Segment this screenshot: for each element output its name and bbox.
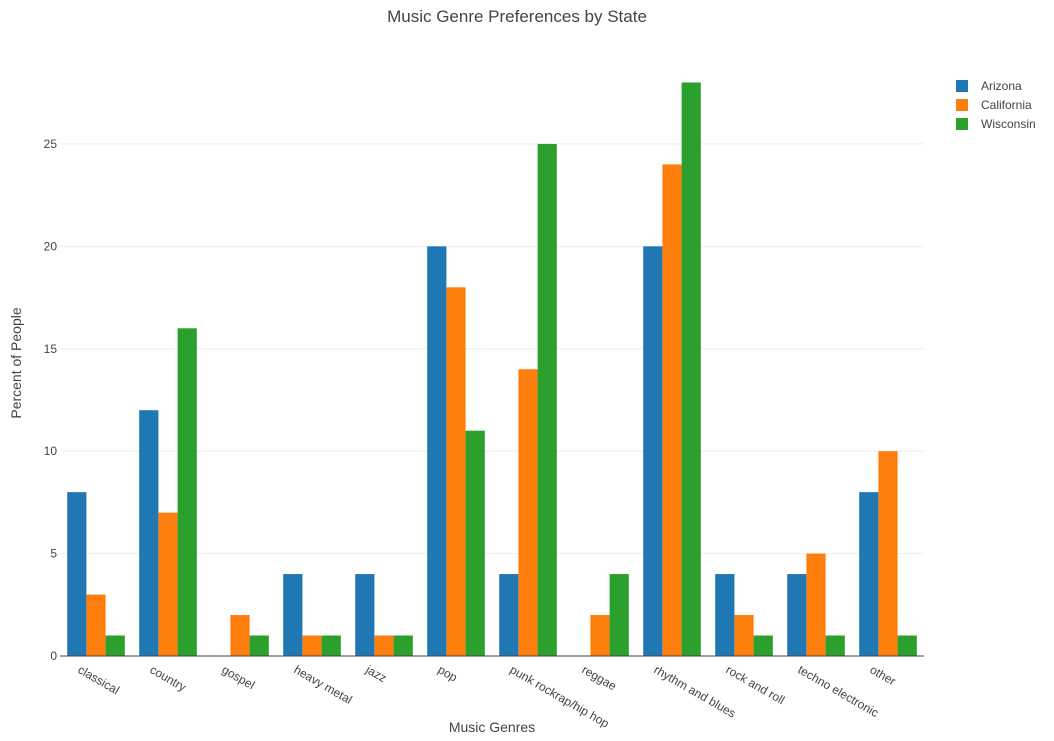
x-tick-label: jazz [363, 662, 389, 685]
bar-california-pop [446, 287, 466, 656]
x-tick-label: gospel [220, 662, 258, 692]
bar-wisconsin-gospel [249, 635, 269, 656]
bars [67, 82, 917, 656]
bar-wisconsin-country [177, 328, 197, 656]
y-tick-label: 15 [44, 342, 58, 356]
bar-arizona-rhythm-and-blues [643, 246, 663, 656]
x-tick-label: techno electronic [796, 662, 882, 719]
bar-arizona-jazz [355, 574, 375, 656]
bar-california-jazz [374, 635, 394, 656]
x-axis-title: Music Genres [449, 719, 535, 735]
bar-california-heavy-metal [302, 635, 322, 656]
bar-wisconsin-rock-and-roll [753, 635, 773, 656]
bar-california-techno-electronic [806, 553, 826, 656]
bar-wisconsin-techno-electronic [825, 635, 845, 656]
bar-california-country [158, 512, 178, 656]
bar-wisconsin-other [897, 635, 917, 656]
bar-arizona-country [139, 410, 159, 656]
bar-arizona-classical [67, 492, 87, 656]
bar-arizona-rock-and-roll [715, 574, 735, 656]
bar-california-rock-and-roll [734, 615, 754, 656]
legend: Arizona California Wisconsin [956, 79, 1036, 131]
y-tick-label: 25 [44, 137, 58, 151]
bar-california-gospel [230, 615, 250, 656]
gridlines [60, 143, 924, 555]
bar-wisconsin-heavy-metal [321, 635, 341, 656]
x-tick-label: other [868, 662, 899, 688]
bar-wisconsin-punk-rockrap-hip-hop [537, 143, 557, 656]
legend-label: California [981, 98, 1032, 112]
bar-arizona-punk-rockrap-hip-hop [499, 574, 519, 656]
x-tick-label: reggae [580, 662, 620, 693]
y-tick-label: 0 [50, 649, 57, 663]
y-axis-title: Percent of People [8, 307, 24, 419]
x-tick-label: pop [436, 662, 461, 684]
y-tick-label: 20 [44, 239, 58, 253]
legend-label: Wisconsin [981, 117, 1036, 131]
bar-california-punk-rockrap-hip-hop [518, 369, 538, 656]
y-tick-label: 5 [50, 547, 57, 561]
bar-wisconsin-reggae [609, 574, 629, 656]
x-tick-label: heavy metal [292, 662, 355, 706]
y-tick-label: 10 [44, 444, 58, 458]
bar-california-reggae [590, 615, 610, 656]
x-tick-label: country [148, 662, 189, 694]
bar-arizona-techno-electronic [787, 574, 807, 656]
legend-swatch [956, 80, 968, 92]
bar-wisconsin-classical [105, 635, 125, 656]
bar-wisconsin-pop [465, 430, 485, 656]
bar-california-other [878, 451, 898, 656]
legend-swatch [956, 99, 968, 111]
bar-arizona-heavy-metal [283, 574, 303, 656]
bar-wisconsin-jazz [393, 635, 413, 656]
bar-california-classical [86, 594, 106, 656]
chart-title: Music Genre Preferences by State [387, 7, 647, 26]
bar-arizona-other [859, 492, 879, 656]
bar-arizona-pop [427, 246, 447, 656]
x-tick-label: rock and roll [724, 662, 788, 707]
legend-label: Arizona [981, 79, 1022, 93]
legend-swatch [956, 118, 968, 130]
bar-wisconsin-rhythm-and-blues [681, 82, 701, 656]
bar-california-rhythm-and-blues [662, 164, 682, 656]
y-axis-ticks: 0 5 10 15 20 25 [44, 137, 58, 663]
x-tick-label: classical [76, 662, 122, 697]
